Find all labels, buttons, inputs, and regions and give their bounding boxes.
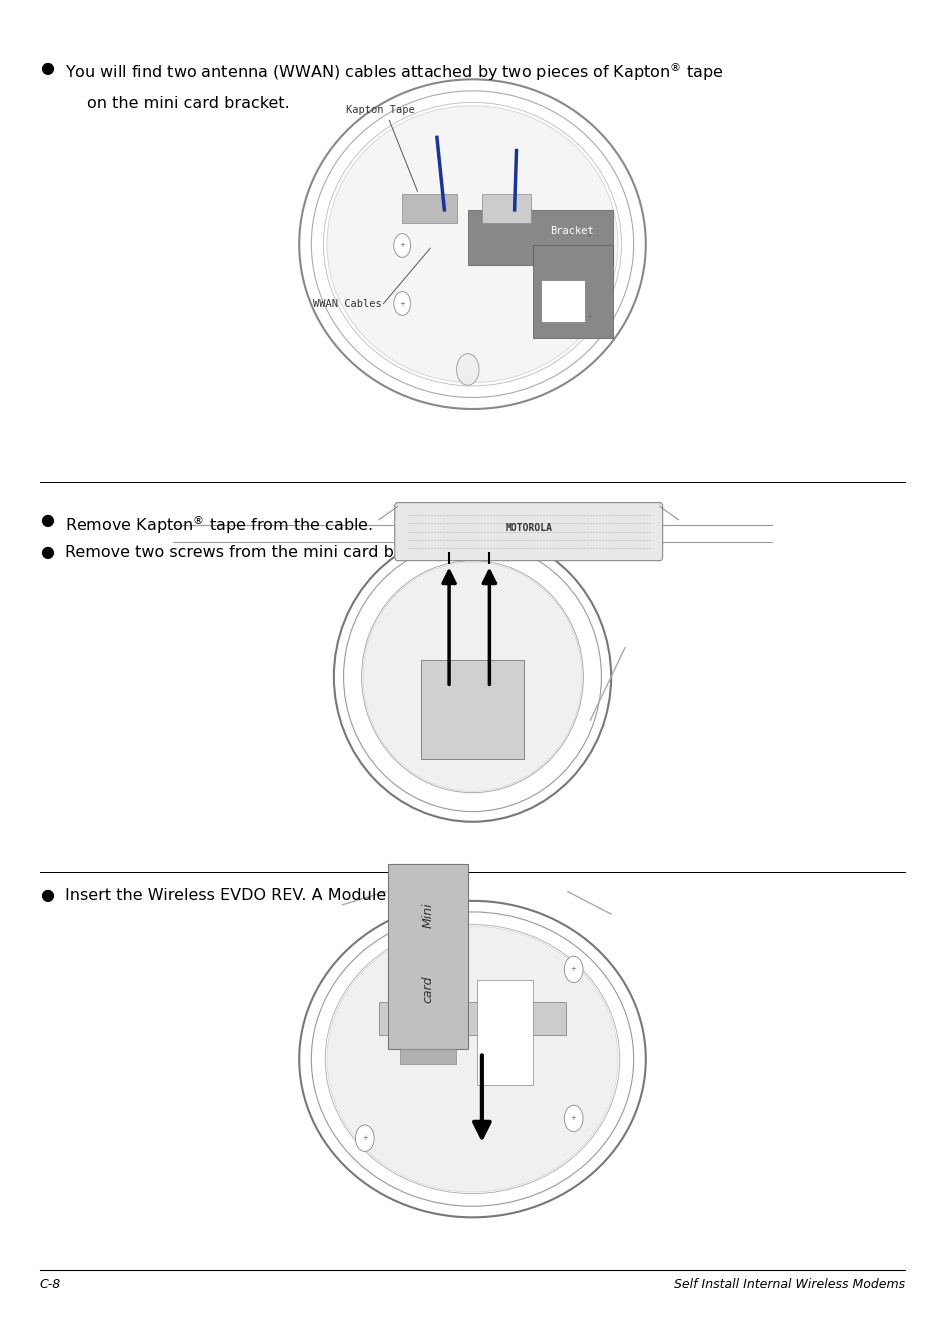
Bar bbox=[388, 864, 467, 1048]
Bar bbox=[402, 194, 456, 223]
Circle shape bbox=[564, 1105, 582, 1132]
Text: on the mini card bracket.: on the mini card bracket. bbox=[87, 97, 289, 111]
Text: MOTOROLA: MOTOROLA bbox=[505, 523, 551, 532]
Ellipse shape bbox=[327, 106, 617, 382]
Text: Remove Kapton$^{\circledR}$ tape from the cable.: Remove Kapton$^{\circledR}$ tape from th… bbox=[65, 514, 373, 536]
Ellipse shape bbox=[327, 926, 617, 1192]
Circle shape bbox=[355, 1125, 374, 1152]
Circle shape bbox=[456, 353, 479, 385]
Bar bbox=[477, 979, 532, 1085]
Text: Kapton Tape: Kapton Tape bbox=[346, 105, 414, 115]
Text: Mini: Mini bbox=[421, 902, 434, 929]
Text: ●: ● bbox=[40, 514, 54, 528]
Text: C-8: C-8 bbox=[40, 1278, 61, 1291]
Text: +: + bbox=[570, 1116, 576, 1121]
Text: Insert the Wireless EVDO REV. A Module Kit.: Insert the Wireless EVDO REV. A Module K… bbox=[65, 888, 417, 902]
Text: Bracket: Bracket bbox=[550, 226, 594, 236]
Bar bbox=[467, 210, 613, 265]
Text: +: + bbox=[586, 313, 592, 320]
Text: WWAN Cables: WWAN Cables bbox=[312, 299, 381, 308]
Text: +: + bbox=[399, 300, 405, 307]
Text: Self Install Internal Wireless Modems: Self Install Internal Wireless Modems bbox=[673, 1278, 904, 1291]
Text: ●: ● bbox=[40, 888, 54, 902]
Bar bbox=[420, 661, 524, 759]
Text: ●: ● bbox=[40, 545, 54, 560]
Circle shape bbox=[394, 292, 411, 316]
Circle shape bbox=[581, 223, 598, 247]
Bar bbox=[481, 194, 531, 223]
Bar bbox=[541, 280, 584, 322]
Bar bbox=[399, 1048, 455, 1064]
Bar bbox=[532, 245, 613, 338]
Text: card: card bbox=[421, 975, 434, 1003]
Text: ●: ● bbox=[40, 61, 54, 76]
Text: +: + bbox=[362, 1135, 367, 1141]
Text: +: + bbox=[570, 966, 576, 973]
Text: +: + bbox=[399, 243, 405, 248]
FancyBboxPatch shape bbox=[395, 503, 662, 560]
Circle shape bbox=[581, 305, 598, 329]
Bar bbox=[379, 1002, 565, 1035]
Text: +: + bbox=[586, 232, 592, 238]
Circle shape bbox=[564, 957, 582, 982]
Text: Remove two screws from the mini card bracket.: Remove two screws from the mini card bra… bbox=[65, 545, 448, 560]
Ellipse shape bbox=[362, 563, 582, 791]
Text: You will find two antenna (WWAN) cables attached by two pieces of Kapton$^{\circ: You will find two antenna (WWAN) cables … bbox=[65, 61, 723, 84]
Circle shape bbox=[394, 234, 411, 257]
